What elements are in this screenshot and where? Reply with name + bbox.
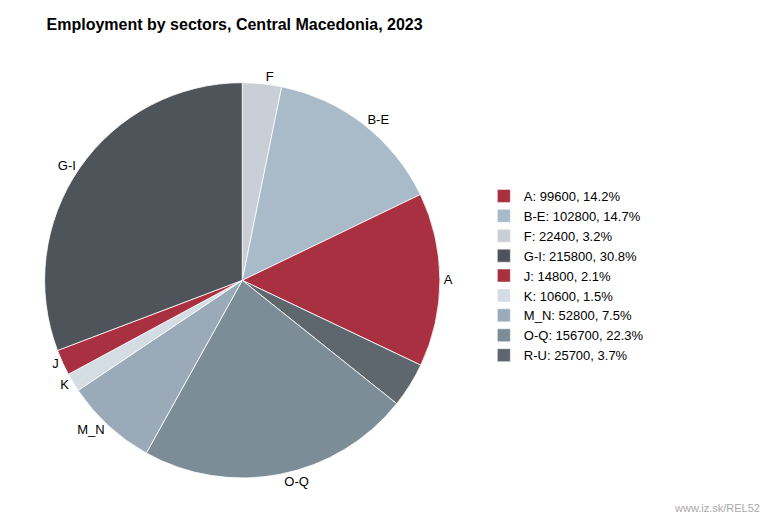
svg-text:O-Q: 156700, 22.3%: O-Q: 156700, 22.3% [524, 328, 644, 343]
svg-text:Employment by sectors, Central: Employment by sectors, Central Macedonia… [47, 16, 423, 33]
svg-text:B-E: B-E [367, 112, 389, 127]
svg-text:R-U: 25700, 3.7%: R-U: 25700, 3.7% [524, 348, 628, 363]
svg-text:K: 10600, 1.5%: K: 10600, 1.5% [524, 289, 613, 304]
svg-text:J: J [52, 356, 59, 371]
svg-text:A: A [444, 272, 453, 287]
svg-text:J: 14800, 2.1%: J: 14800, 2.1% [524, 269, 611, 284]
svg-text:F: 22400, 3.2%: F: 22400, 3.2% [524, 229, 613, 244]
svg-text:M_N: 52800, 7.5%: M_N: 52800, 7.5% [524, 308, 632, 323]
svg-text:O-Q: O-Q [284, 474, 309, 489]
svg-text:F: F [266, 69, 274, 84]
svg-text:B-E: 102800, 14.7%: B-E: 102800, 14.7% [524, 209, 641, 224]
svg-text:www.iz.sk/REL52: www.iz.sk/REL52 [674, 502, 760, 514]
svg-text:K: K [60, 377, 69, 392]
svg-text:M_N: M_N [77, 422, 104, 437]
svg-text:G-I: G-I [58, 158, 76, 173]
svg-text:G-I: 215800, 30.8%: G-I: 215800, 30.8% [524, 249, 637, 264]
svg-text:A: 99600, 14.2%: A: 99600, 14.2% [524, 189, 621, 204]
